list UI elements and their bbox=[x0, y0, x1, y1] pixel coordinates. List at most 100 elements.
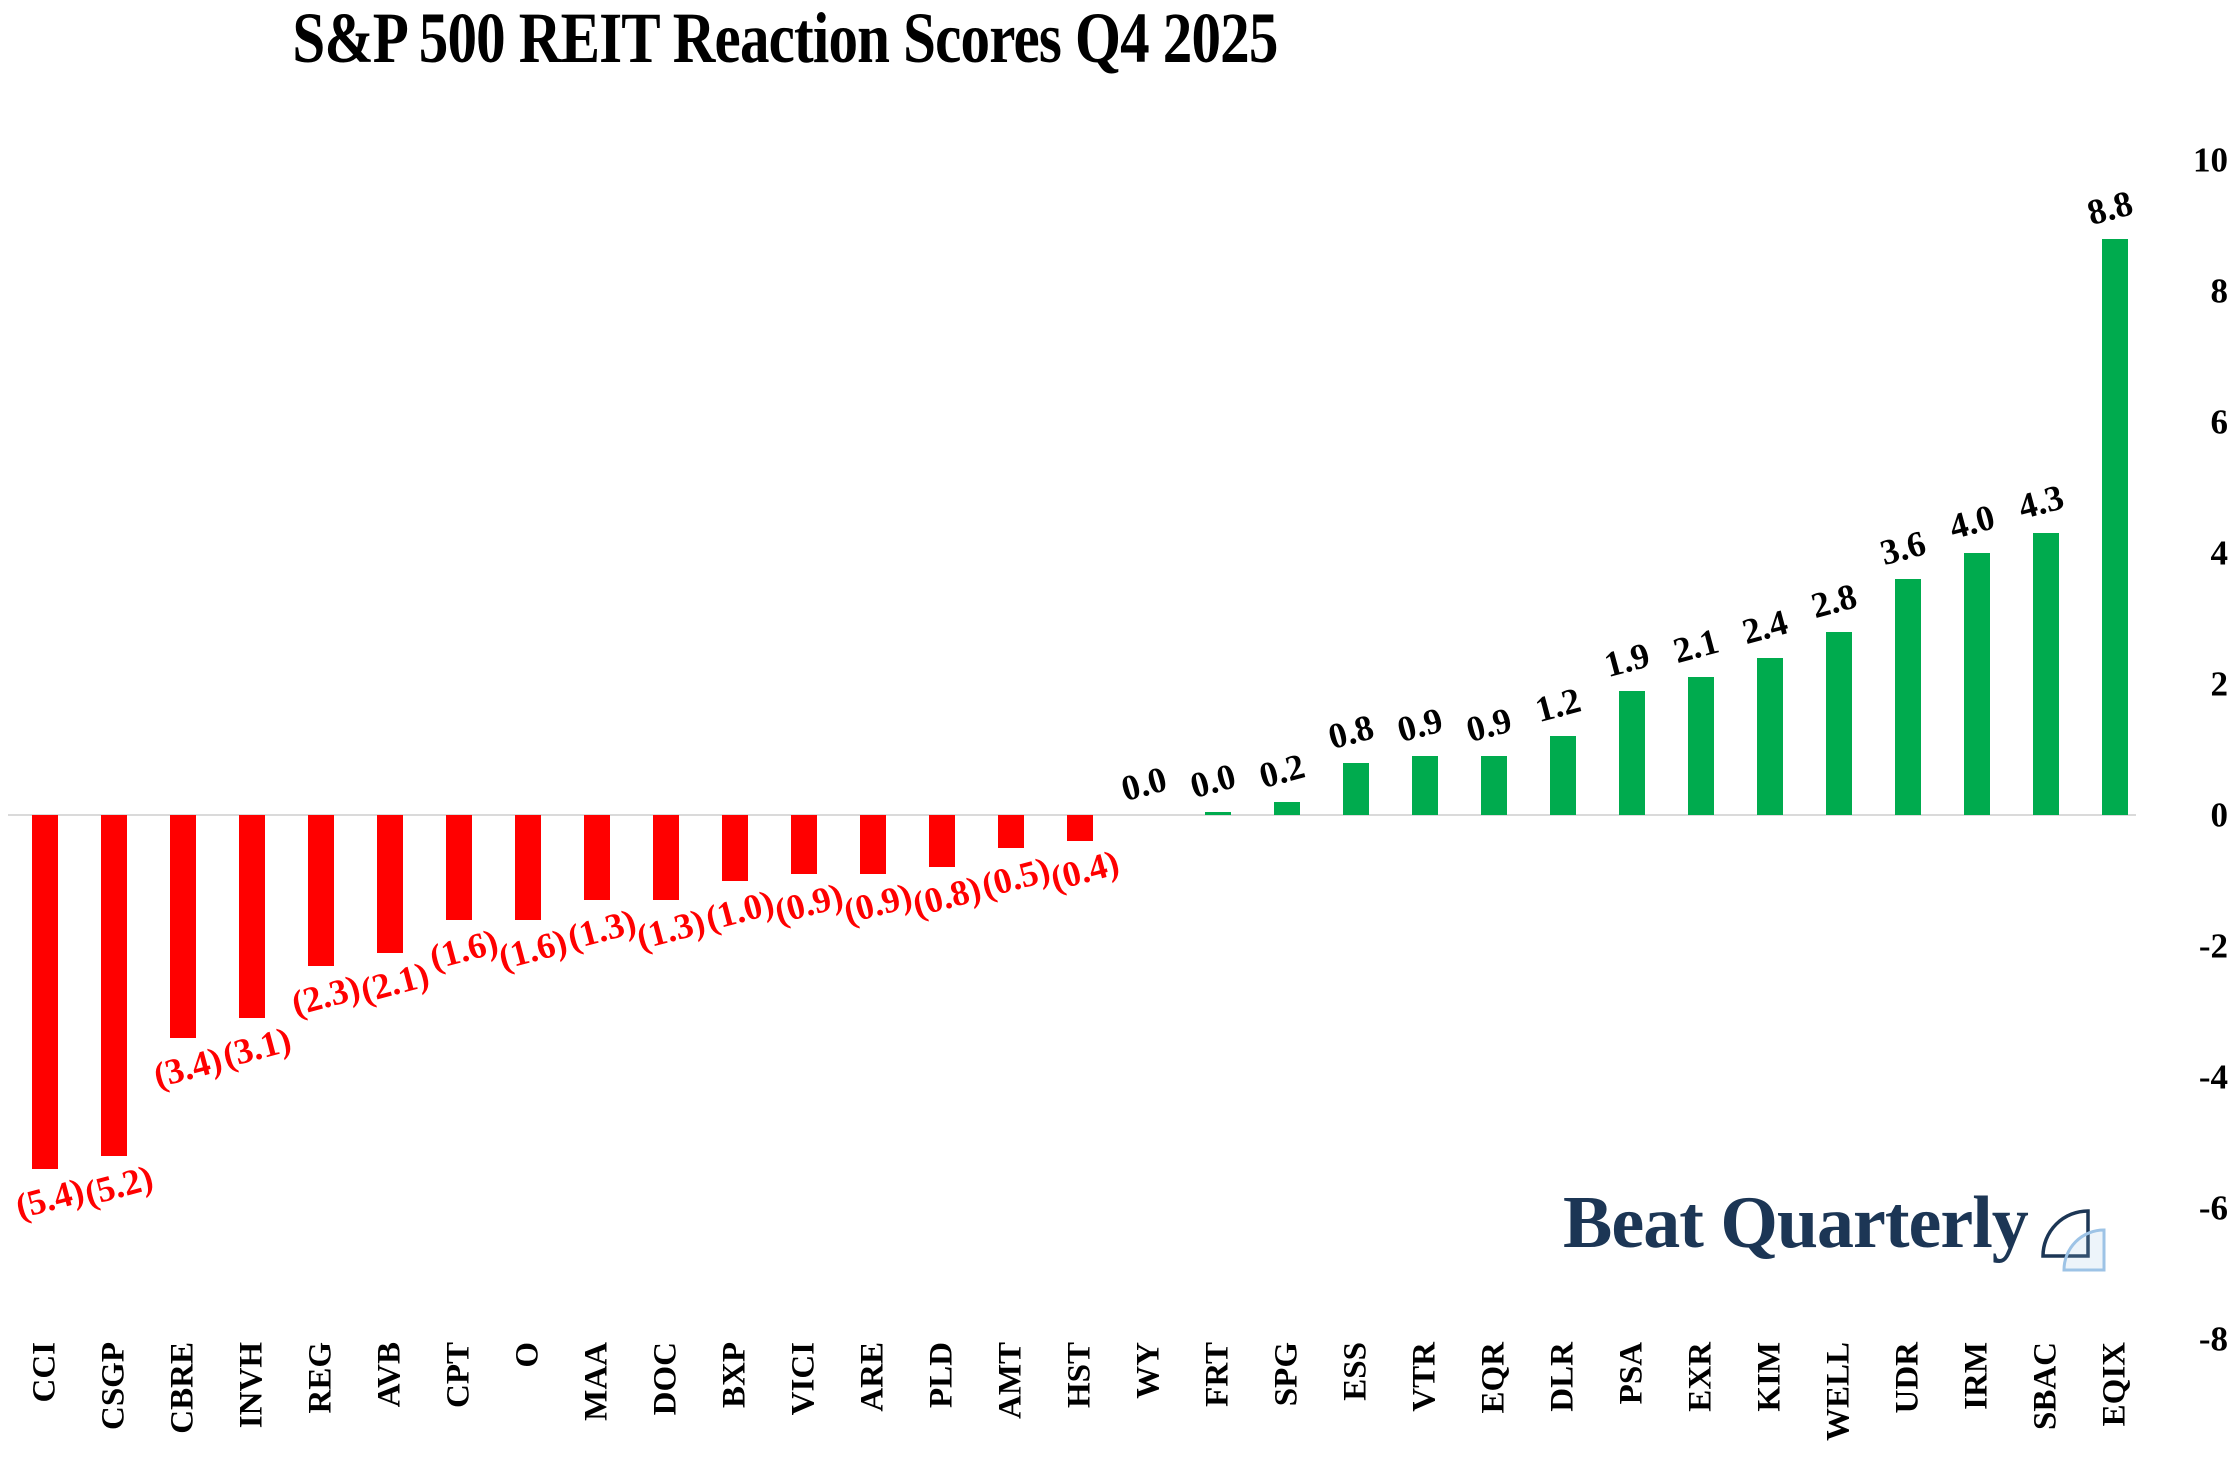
bar-are bbox=[860, 815, 886, 874]
x-tick-cci: CCI bbox=[26, 1342, 63, 1403]
bar-eqix bbox=[2102, 238, 2128, 815]
x-tick-dlr: DLR bbox=[1544, 1342, 1581, 1412]
logo: Beat Quarterly bbox=[1563, 1186, 2114, 1280]
value-label-irm: 4.0 bbox=[1944, 496, 1999, 548]
value-label-pld: (0.8) bbox=[908, 868, 986, 926]
bar-csgp bbox=[101, 815, 127, 1156]
value-label-avb: (2.1) bbox=[356, 953, 434, 1011]
x-tick-frt: FRT bbox=[1199, 1342, 1236, 1407]
value-label-dlr: 1.2 bbox=[1530, 680, 1585, 731]
bar-cci bbox=[32, 815, 58, 1169]
x-tick-invh: INVH bbox=[233, 1342, 270, 1429]
bar-udr bbox=[1895, 579, 1921, 815]
x-tick-spg: SPG bbox=[1268, 1342, 1305, 1407]
value-label-vici: (0.9) bbox=[770, 875, 848, 932]
x-tick-psa: PSA bbox=[1613, 1342, 1650, 1405]
bar-dlr bbox=[1550, 736, 1576, 815]
quarter-circle-light-blue bbox=[2062, 1228, 2106, 1272]
x-tick-irm: IRM bbox=[1958, 1342, 1995, 1410]
value-label-cci: (5.4) bbox=[11, 1169, 89, 1227]
x-tick-kim: KIM bbox=[1751, 1342, 1788, 1412]
y-tick-4: 4 bbox=[2210, 533, 2229, 573]
chart-title: S&P 500 REIT Reaction Scores Q4 2025 bbox=[292, 0, 1278, 78]
value-label-kim: 2.4 bbox=[1737, 601, 1792, 652]
bar-maa bbox=[584, 815, 610, 901]
quarter-circle-navy-outline bbox=[2041, 1209, 2090, 1258]
bar-irm bbox=[1964, 553, 1990, 815]
x-tick-o: O bbox=[509, 1342, 546, 1368]
bar-vici bbox=[791, 815, 817, 874]
value-label-bxp: (1.0) bbox=[701, 881, 779, 939]
value-label-hst: (0.4) bbox=[1046, 842, 1124, 899]
bar-hst bbox=[1067, 815, 1093, 842]
value-label-eqix: 8.8 bbox=[2082, 182, 2137, 233]
bar-o bbox=[515, 815, 541, 920]
value-label-spg: 0.2 bbox=[1254, 745, 1309, 796]
value-label-frt: 0.0 bbox=[1185, 755, 1240, 806]
x-tick-well: WELL bbox=[1820, 1342, 1857, 1442]
value-label-maa: (1.3) bbox=[563, 901, 641, 958]
bar-ess bbox=[1343, 762, 1369, 815]
x-tick-maa: MAA bbox=[578, 1342, 615, 1421]
bar-avb bbox=[377, 815, 403, 953]
bar-reg bbox=[308, 815, 334, 966]
x-tick-are: ARE bbox=[854, 1342, 891, 1412]
x-tick-bxp: BXP bbox=[716, 1342, 753, 1408]
x-tick-pld: PLD bbox=[923, 1342, 960, 1408]
bar-exr bbox=[1688, 677, 1714, 815]
bar-amt bbox=[998, 815, 1024, 848]
bar-well bbox=[1826, 631, 1852, 815]
y-tick--2: -2 bbox=[2198, 926, 2228, 966]
value-label-vtr: 0.9 bbox=[1392, 699, 1447, 751]
y-tick-8: 8 bbox=[2210, 271, 2229, 311]
x-tick-eqr: EQR bbox=[1475, 1342, 1512, 1414]
value-label-psa: 1.9 bbox=[1599, 634, 1654, 685]
value-label-exr: 2.1 bbox=[1668, 621, 1723, 672]
bar-sbac bbox=[2033, 533, 2059, 815]
x-tick-cpt: CPT bbox=[440, 1342, 477, 1408]
x-tick-eqix: EQIX bbox=[2096, 1342, 2133, 1427]
x-tick-csgp: CSGP bbox=[95, 1342, 132, 1431]
bar-frt bbox=[1205, 811, 1231, 815]
x-tick-vici: VICI bbox=[785, 1342, 822, 1416]
x-tick-amt: AMT bbox=[992, 1342, 1029, 1419]
bar-vtr bbox=[1412, 756, 1438, 815]
logo-text: Beat Quarterly bbox=[1563, 1182, 2029, 1264]
x-tick-wy: WY bbox=[1130, 1342, 1167, 1399]
bar-kim bbox=[1757, 657, 1783, 815]
bar-spg bbox=[1274, 801, 1300, 815]
value-label-cpt: (1.6) bbox=[425, 920, 503, 978]
y-tick--6: -6 bbox=[2198, 1188, 2228, 1228]
value-label-eqr: 0.9 bbox=[1461, 699, 1516, 751]
value-label-ess: 0.8 bbox=[1323, 706, 1378, 757]
x-tick-hst: HST bbox=[1061, 1342, 1098, 1409]
x-tick-udr: UDR bbox=[1889, 1342, 1926, 1414]
value-label-reg: (2.3) bbox=[287, 966, 365, 1024]
value-label-amt: (0.5) bbox=[977, 848, 1055, 906]
bar-eqr bbox=[1481, 756, 1507, 815]
bar-cbre bbox=[170, 815, 196, 1038]
value-label-udr: 3.6 bbox=[1875, 522, 1930, 574]
value-label-wy: 0.0 bbox=[1116, 758, 1171, 810]
bar-pld bbox=[929, 815, 955, 868]
x-tick-doc: DOC bbox=[647, 1342, 684, 1416]
value-label-sbac: 4.3 bbox=[2013, 477, 2068, 528]
y-tick--4: -4 bbox=[2198, 1057, 2228, 1097]
y-tick-10: 10 bbox=[2193, 140, 2228, 180]
value-label-o: (1.6) bbox=[494, 920, 572, 978]
bar-cpt bbox=[446, 815, 472, 920]
x-tick-vtr: VTR bbox=[1406, 1342, 1443, 1412]
value-label-doc: (1.3) bbox=[632, 901, 710, 958]
y-tick-0: 0 bbox=[2210, 795, 2229, 835]
bar-doc bbox=[653, 815, 679, 901]
y-tick--8: -8 bbox=[2198, 1319, 2228, 1359]
x-tick-reg: REG bbox=[302, 1342, 339, 1414]
value-label-cbre: (3.4) bbox=[149, 1038, 227, 1096]
x-tick-avb: AVB bbox=[371, 1342, 408, 1408]
y-tick-2: 2 bbox=[2210, 664, 2229, 704]
value-label-are: (0.9) bbox=[839, 875, 917, 932]
x-tick-sbac: SBAC bbox=[2027, 1342, 2064, 1431]
quarter-circle-icon bbox=[2041, 1209, 2106, 1272]
